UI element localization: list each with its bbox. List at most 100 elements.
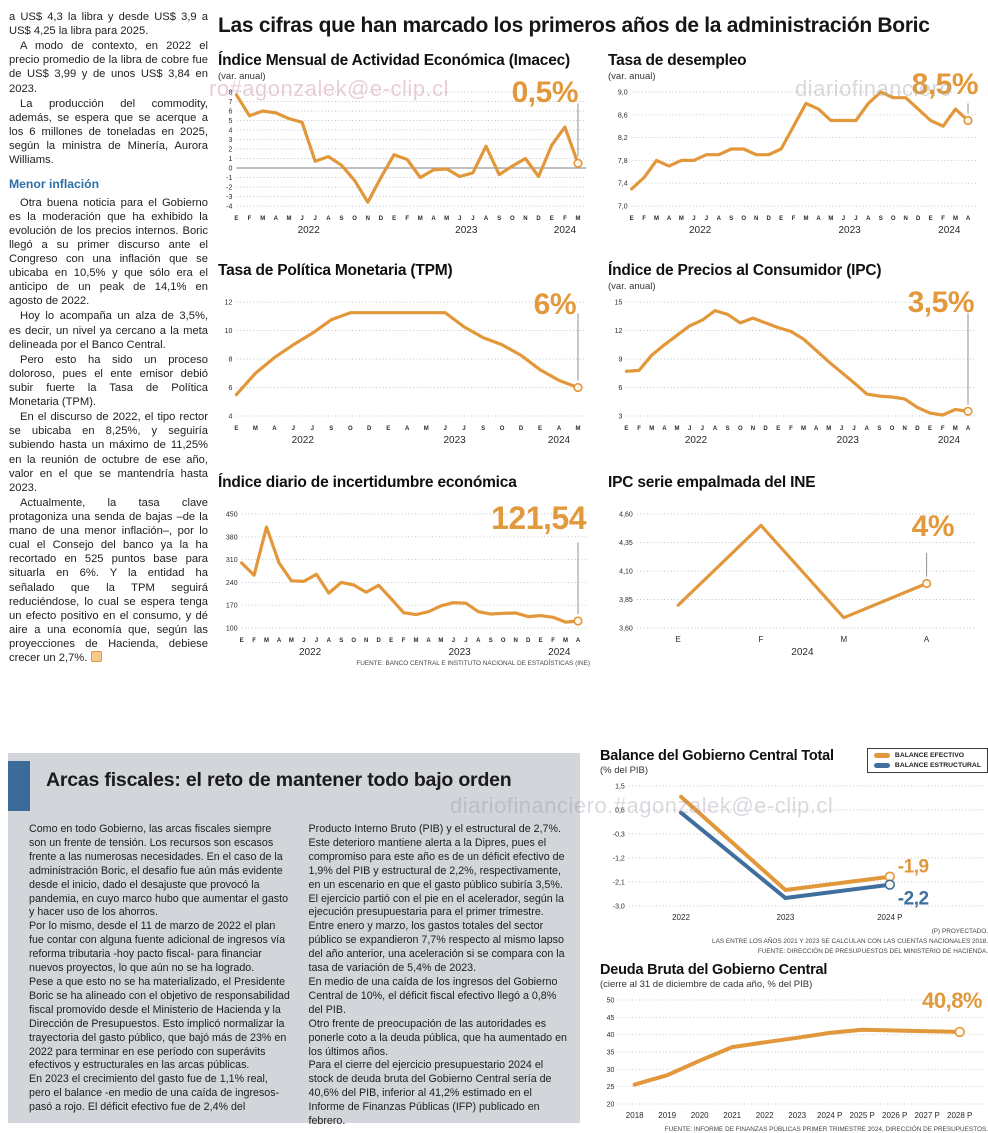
paragraph: Otra buena noticia para el Gobierno es l… — [9, 196, 208, 308]
svg-text:E: E — [538, 426, 542, 432]
svg-text:240: 240 — [226, 580, 238, 587]
chart-balance: Balance del Gobierno Central Total (% de… — [600, 748, 988, 957]
svg-text:N: N — [523, 216, 527, 222]
svg-text:A: A — [484, 216, 489, 222]
svg-text:0: 0 — [228, 166, 232, 173]
svg-text:2022: 2022 — [298, 225, 321, 236]
svg-text:100: 100 — [226, 626, 238, 633]
page-title: Las cifras que han marcado los primeros … — [218, 14, 930, 37]
paragraph: El ejercicio partió con el pie en el ace… — [308, 892, 565, 975]
svg-text:A: A — [866, 216, 871, 222]
svg-text:F: F — [252, 638, 256, 644]
chart-source: FUENTE: BANCO CENTRAL E INSTITUTO NACION… — [356, 660, 590, 667]
svg-text:A: A — [274, 216, 279, 222]
svg-text:M: M — [287, 216, 292, 222]
svg-text:A: A — [272, 426, 277, 432]
chart-title: IPC serie empalmada del INE — [608, 474, 816, 491]
footnote: FUENTE: DIRECCIÓN DE PRESUPUESTOS DEL MI… — [757, 947, 988, 955]
svg-text:8,6: 8,6 — [618, 112, 628, 119]
svg-text:10: 10 — [225, 328, 233, 335]
paragraph: Hoy lo acompaña un alza de 3,5%, es deci… — [9, 310, 208, 351]
legend-item: BALANCE EFECTIVO — [873, 752, 981, 759]
svg-text:O: O — [501, 638, 506, 644]
svg-text:O: O — [352, 216, 357, 222]
svg-text:F: F — [551, 638, 555, 644]
svg-text:4,35: 4,35 — [619, 540, 633, 547]
svg-text:E: E — [389, 638, 393, 644]
svg-text:A: A — [966, 426, 971, 432]
svg-text:-2,1: -2,1 — [613, 880, 625, 887]
svg-text:2021: 2021 — [723, 1111, 741, 1120]
svg-text:8,2: 8,2 — [618, 135, 628, 142]
svg-text:D: D — [536, 216, 541, 222]
svg-text:J: J — [464, 638, 467, 644]
svg-text:J: J — [462, 426, 465, 432]
svg-text:J: J — [692, 216, 695, 222]
svg-text:2: 2 — [228, 147, 232, 154]
svg-text:E: E — [624, 426, 628, 432]
svg-text:D: D — [367, 426, 372, 432]
svg-text:M: M — [563, 638, 568, 644]
svg-text:J: J — [292, 426, 295, 432]
chart-title: Índice Mensual de Actividad Económica (I… — [218, 52, 571, 69]
svg-text:7,0: 7,0 — [618, 204, 628, 211]
chart-value-label: 0,5% — [511, 76, 579, 109]
svg-text:310: 310 — [226, 557, 238, 564]
svg-text:3,60: 3,60 — [619, 626, 633, 633]
svg-text:2023: 2023 — [777, 913, 795, 922]
svg-text:M: M — [418, 216, 423, 222]
chart-subtitle: (var. anual) — [608, 71, 656, 82]
svg-text:-1,9: -1,9 — [898, 857, 929, 878]
svg-text:M: M — [953, 426, 958, 432]
svg-text:-3,0: -3,0 — [613, 904, 625, 911]
chart-title: Deuda Bruta del Gobierno Central — [600, 962, 828, 978]
svg-text:A: A — [662, 426, 667, 432]
svg-text:1,5: 1,5 — [615, 784, 625, 791]
svg-text:A: A — [717, 216, 722, 222]
svg-text:M: M — [438, 638, 443, 644]
paragraph: En medio de una caída de los ingresos de… — [308, 975, 558, 1016]
svg-text:O: O — [351, 638, 356, 644]
svg-text:N: N — [514, 638, 518, 644]
article-intro: a US$ 4,3 la libra y desde US$ 3,9 a US$… — [9, 10, 208, 167]
svg-text:2023: 2023 — [837, 435, 860, 446]
svg-text:N: N — [751, 426, 755, 432]
svg-text:M: M — [424, 426, 429, 432]
svg-text:-2,2: -2,2 — [898, 889, 929, 910]
paragraph: Como en todo Gobierno, las arcas fiscale… — [29, 823, 289, 919]
chart-value-label: 4% — [911, 510, 955, 543]
legend-swatch-estructural — [873, 763, 890, 768]
chart-subtitle: (var. anual) — [218, 71, 266, 82]
svg-text:F: F — [402, 638, 406, 644]
svg-text:A: A — [557, 426, 562, 432]
svg-text:S: S — [877, 426, 881, 432]
svg-text:J: J — [300, 216, 303, 222]
svg-text:M: M — [804, 216, 809, 222]
svg-text:O: O — [510, 216, 515, 222]
svg-text:2024: 2024 — [548, 435, 571, 446]
svg-text:D: D — [377, 638, 382, 644]
svg-text:45: 45 — [607, 1015, 615, 1022]
paragraph: Producto Interno Bruto (PIB) y el estruc… — [308, 823, 565, 891]
svg-text:8: 8 — [228, 90, 232, 97]
svg-text:30: 30 — [607, 1067, 615, 1074]
footnote: (P) PROYECTADO. — [931, 928, 988, 935]
chart-incertidumbre: Índice diario de incertidumbre económica… — [218, 474, 590, 667]
svg-text:2022: 2022 — [672, 913, 690, 922]
svg-text:O: O — [348, 426, 353, 432]
svg-text:S: S — [729, 216, 733, 222]
svg-text:S: S — [497, 216, 501, 222]
svg-text:3,85: 3,85 — [619, 597, 633, 604]
chart-value-label: 8,5% — [911, 68, 979, 101]
fiscal-column-1: Como en todo Gobierno, las arcas fiscale… — [29, 823, 292, 1129]
svg-text:J: J — [444, 426, 447, 432]
paragraph: A modo de contexto, en 2022 el precio pr… — [9, 40, 208, 95]
svg-text:-0,3: -0,3 — [613, 832, 625, 839]
svg-text:N: N — [903, 426, 907, 432]
svg-text:A: A — [327, 638, 332, 644]
svg-text:A: A — [865, 426, 870, 432]
svg-text:J: J — [314, 216, 317, 222]
svg-text:S: S — [329, 426, 333, 432]
